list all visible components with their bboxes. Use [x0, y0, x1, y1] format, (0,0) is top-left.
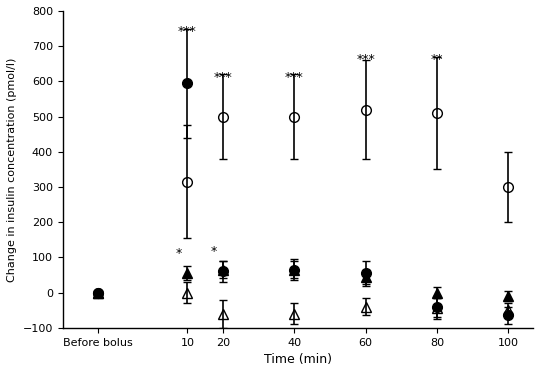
Text: ***: *** [356, 53, 375, 66]
Text: ***: *** [285, 71, 303, 84]
Text: **: ** [430, 53, 443, 66]
Text: *: * [211, 245, 217, 258]
Text: ***: *** [178, 25, 197, 38]
Y-axis label: Change in insulin concentration (pmol/l): Change in insulin concentration (pmol/l) [7, 57, 17, 282]
Text: ***: *** [214, 71, 232, 84]
X-axis label: Time (min): Time (min) [264, 353, 332, 366]
Text: *: * [176, 247, 181, 260]
